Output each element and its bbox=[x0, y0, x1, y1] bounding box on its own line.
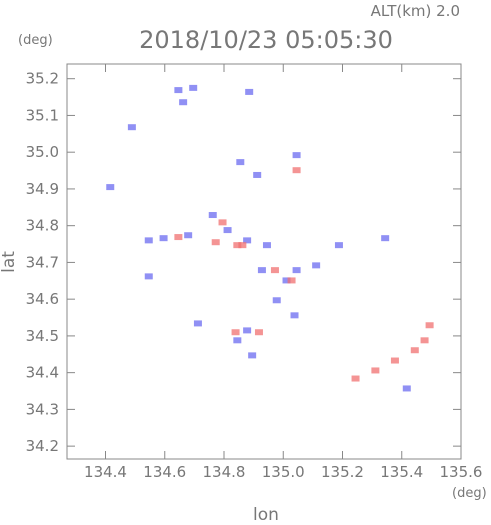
chart-title: 2018/10/23 05:05:30 bbox=[139, 26, 393, 54]
x-tick-label: 134.6 bbox=[143, 463, 186, 481]
y-tick-label: 34.5 bbox=[26, 327, 59, 345]
x-tick-label: 134.8 bbox=[203, 463, 246, 481]
echo-patch bbox=[257, 267, 266, 274]
echo-patch bbox=[381, 235, 390, 242]
echo-patch bbox=[236, 159, 245, 166]
echo-patch bbox=[272, 297, 281, 304]
x-tick-label: 135.2 bbox=[321, 463, 364, 481]
echo-patch bbox=[390, 357, 399, 364]
echo-patch bbox=[410, 347, 419, 354]
echo-patch bbox=[218, 219, 227, 226]
x-unit: (deg) bbox=[452, 486, 487, 501]
echo-patch bbox=[402, 385, 411, 392]
y-tick-label: 34.7 bbox=[26, 253, 59, 271]
echo-patch bbox=[106, 184, 115, 191]
y-tick-label: 35.2 bbox=[26, 70, 59, 88]
echo-patch bbox=[144, 237, 153, 244]
echo-patch bbox=[292, 267, 301, 274]
echo-patch bbox=[248, 352, 257, 359]
echo-patch bbox=[211, 239, 220, 246]
echo-patch bbox=[351, 375, 360, 382]
x-tick-label: 135.4 bbox=[380, 463, 423, 481]
echo-patch bbox=[223, 227, 232, 234]
echo-patch bbox=[243, 237, 252, 244]
echo-patch bbox=[292, 152, 301, 159]
echo-patch bbox=[231, 329, 240, 336]
echo-patch bbox=[127, 124, 136, 131]
echo-patch bbox=[179, 99, 188, 106]
echo-patch bbox=[233, 337, 242, 344]
echo-patch bbox=[290, 312, 299, 319]
echo-patch bbox=[292, 167, 301, 174]
echo-patch bbox=[184, 232, 193, 239]
echo-patch bbox=[312, 262, 321, 269]
y-tick-label: 34.4 bbox=[26, 364, 59, 382]
echo-patch bbox=[208, 212, 217, 219]
y-unit: (deg) bbox=[18, 33, 53, 48]
y-tick-label: 34.6 bbox=[26, 290, 59, 308]
echo-patch bbox=[334, 242, 343, 249]
echo-patch bbox=[238, 242, 247, 249]
echo-patch bbox=[420, 337, 429, 344]
echo-patch bbox=[159, 235, 168, 242]
y-tick-label: 34.9 bbox=[26, 180, 59, 198]
plot-frame bbox=[66, 63, 462, 460]
y-tick-label: 34.3 bbox=[26, 400, 59, 418]
echo-patch bbox=[371, 367, 380, 374]
echo-patch bbox=[233, 242, 242, 249]
altitude-label: ALT(km) 2.0 bbox=[371, 2, 460, 20]
y-tick-label: 35.0 bbox=[26, 143, 59, 161]
echo-patch bbox=[144, 273, 153, 280]
echo-patch bbox=[174, 87, 183, 94]
y-tick-label: 34.8 bbox=[26, 217, 59, 235]
echo-patch bbox=[245, 88, 254, 95]
y-tick-label: 35.1 bbox=[26, 106, 59, 124]
echo-patch bbox=[282, 277, 291, 284]
x-axis-label: lon bbox=[253, 505, 279, 521]
echo-patch bbox=[243, 327, 252, 334]
echo-patch bbox=[425, 322, 434, 329]
y-axis-label: lat bbox=[0, 251, 19, 273]
y-tick-label: 34.2 bbox=[26, 437, 59, 455]
echo-patch bbox=[287, 277, 296, 284]
echo-patch bbox=[193, 320, 202, 327]
echo-patch bbox=[270, 267, 279, 274]
echo-patch bbox=[189, 84, 198, 91]
echo-patch bbox=[262, 242, 271, 249]
echo-patch bbox=[253, 171, 262, 178]
x-tick-label: 135.0 bbox=[262, 463, 305, 481]
x-tick-label: 135.6 bbox=[440, 463, 483, 481]
echo-patch bbox=[254, 329, 263, 336]
x-tick-label: 134.4 bbox=[84, 463, 127, 481]
echo-patch bbox=[174, 234, 183, 241]
